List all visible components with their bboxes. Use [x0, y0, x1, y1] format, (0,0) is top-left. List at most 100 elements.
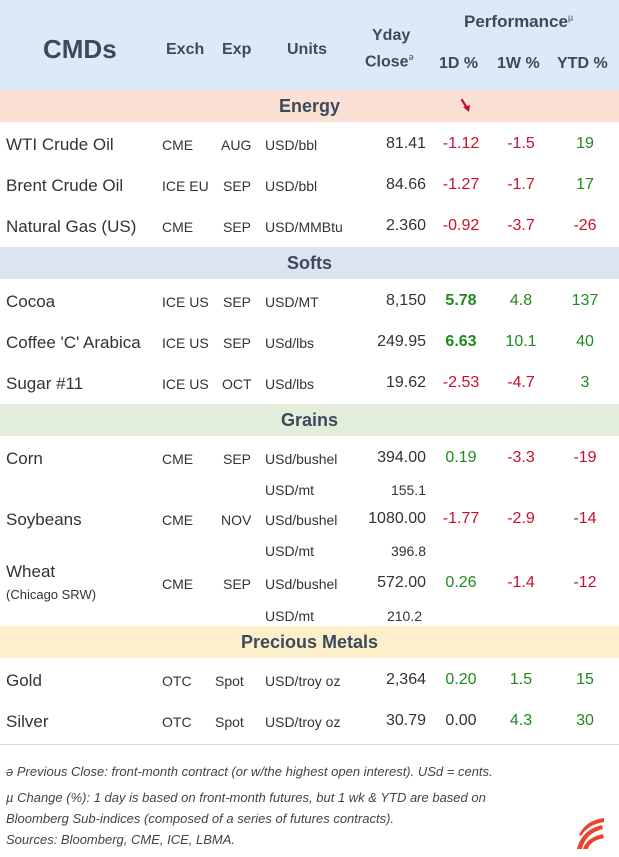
row-exp: AUG [221, 137, 252, 153]
row-name-natgas: Natural Gas (US) [6, 217, 137, 236]
row-1w: -3.3 [507, 449, 535, 466]
row-name-corn: Corn [6, 449, 43, 468]
section-softs: Softs [0, 247, 619, 279]
row-exp: SEP [223, 178, 252, 194]
row-units: USD/troy oz [265, 714, 341, 730]
row-close: 81.41 [385, 135, 426, 152]
row-units: USd/bushel [265, 512, 338, 528]
row-exch: CME [162, 219, 194, 235]
row-units: USD/bbl [265, 137, 318, 153]
row-1d: -0.92 [442, 217, 480, 234]
row-close-alt: 396.8 [390, 543, 426, 559]
row-exp: SEP [223, 219, 252, 235]
row-exp: NOV [221, 512, 252, 528]
row-1d: 0.19 [445, 449, 477, 466]
row-exp: SEP [223, 335, 252, 351]
row-ytd: 137 [571, 292, 599, 309]
footnote-sources: Sources: Bloomberg, CME, ICE, LBMA. [6, 832, 236, 847]
row-ytd: 19 [576, 135, 594, 152]
row-1w: -3.7 [507, 217, 535, 234]
table-title: CMDs [43, 34, 117, 64]
row-ytd: 40 [576, 333, 594, 350]
row-name-brent: Brent Crude Oil [6, 176, 124, 195]
row-subname-wheat: (Chicago SRW) [6, 587, 97, 602]
row-1d: -1.12 [442, 135, 480, 152]
logo-icon [577, 818, 604, 849]
row-exp: SEP [223, 451, 252, 467]
row-1d: 0.20 [445, 671, 477, 688]
row-exch: CME [162, 512, 194, 528]
row-units-alt: USD/mt [265, 482, 314, 498]
row-units: USd/bushel [265, 576, 338, 592]
row-ytd: -12 [573, 574, 597, 591]
footnote-divider [0, 744, 619, 745]
footnote-previous-close: ə Previous Close: front-month contract (… [6, 764, 493, 779]
row-ytd: -14 [573, 510, 597, 527]
row-close: 19.62 [385, 374, 426, 391]
row-ytd: 30 [576, 712, 594, 729]
section-grains: Grains [0, 404, 619, 436]
row-1d: -2.53 [442, 374, 480, 391]
arrow-down-icon [460, 98, 470, 112]
col-performance: Performanceµ [464, 12, 574, 31]
row-exp: OCT [222, 376, 252, 392]
row-exch: ICE US [162, 376, 209, 392]
row-exp: Spot [215, 714, 244, 730]
col-exp: Exp [222, 41, 252, 58]
row-exp: SEP [223, 576, 252, 592]
row-close: 249.95 [377, 333, 426, 350]
row-units-alt: USD/mt [265, 608, 314, 624]
row-exch: OTC [162, 673, 192, 689]
row-close: 1080.00 [368, 510, 426, 527]
row-exch: CME [162, 576, 194, 592]
row-ytd: -19 [573, 449, 597, 466]
row-units: USD/troy oz [265, 673, 341, 689]
row-close-alt: 210.2 [386, 608, 422, 624]
row-ytd: 15 [576, 671, 594, 688]
row-1w: -4.7 [507, 374, 535, 391]
row-exp: SEP [223, 294, 252, 310]
row-1d: 0.00 [445, 712, 477, 729]
row-close: 8,150 [385, 292, 426, 309]
row-name-gold: Gold [6, 671, 42, 690]
row-1d: 5.78 [445, 292, 477, 309]
section-energy: Energy [0, 90, 619, 122]
row-exch: ICE US [162, 335, 209, 351]
col-1w: 1W % [497, 55, 540, 72]
row-name-sugar: Sugar #11 [6, 374, 84, 393]
row-close: 394.00 [377, 449, 426, 466]
row-1w: 1.5 [509, 671, 533, 688]
row-1w: -1.7 [507, 176, 535, 193]
row-1d: 0.26 [445, 574, 477, 591]
row-name-wti: WTI Crude Oil [6, 135, 114, 154]
row-units: USd/lbs [265, 376, 315, 392]
row-exp: Spot [215, 673, 244, 689]
row-1w: 4.3 [509, 712, 533, 729]
row-1w: 10.1 [505, 333, 537, 350]
row-ytd: 17 [576, 176, 594, 193]
row-name-coffee: Coffee 'C' Arabica [6, 333, 141, 352]
row-1w: -1.5 [507, 135, 535, 152]
row-1w: -1.4 [507, 574, 535, 591]
row-1d: 6.63 [445, 333, 477, 350]
row-units: USd/lbs [265, 335, 315, 351]
row-units: USd/bushel [265, 451, 338, 467]
col-1d: 1D % [439, 55, 479, 72]
footnote-change-cont: Bloomberg Sub-indices (composed of a ser… [6, 811, 395, 826]
row-close: 2.360 [385, 217, 426, 234]
row-ytd: -26 [573, 217, 597, 234]
row-exch: CME [162, 451, 194, 467]
col-units: Units [287, 41, 327, 58]
row-close: 84.66 [385, 176, 426, 193]
col-ytd: YTD % [557, 55, 608, 72]
footnote-change: µ Change (%): 1 day is based on front-mo… [6, 790, 486, 805]
row-ytd: 3 [580, 374, 590, 391]
table-header [0, 0, 619, 90]
row-exch: OTC [162, 714, 192, 730]
row-close: 30.79 [385, 712, 426, 729]
row-1w: -2.9 [507, 510, 535, 527]
row-name-cocoa: Cocoa [6, 292, 56, 311]
row-1d: -1.27 [442, 176, 480, 193]
row-exch: CME [162, 137, 194, 153]
col-close-line1: Yday [372, 27, 411, 44]
